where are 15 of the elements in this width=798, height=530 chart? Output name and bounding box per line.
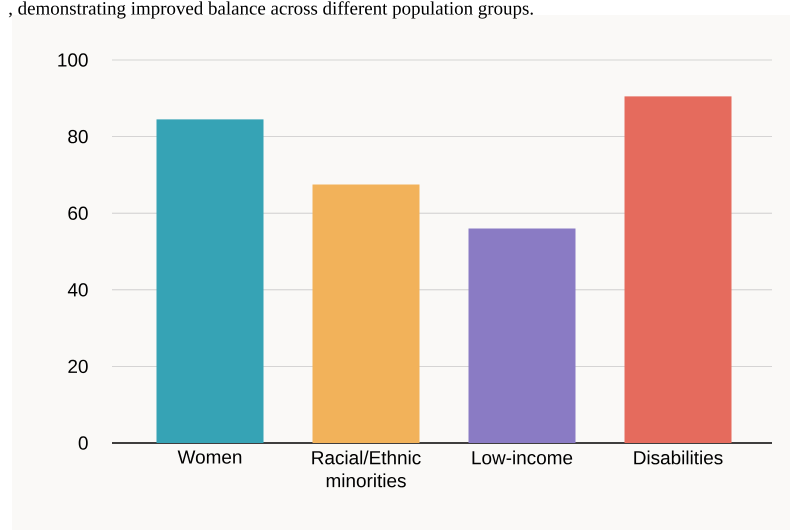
y-tick-label: 100 bbox=[58, 53, 88, 67]
bar bbox=[156, 119, 264, 443]
y-tick-label: 80 bbox=[68, 130, 88, 144]
x-tick-label: Women bbox=[178, 450, 242, 464]
x-tick-label: Racial/Ethnic minorities bbox=[312, 450, 421, 488]
y-tick-label: 60 bbox=[68, 206, 88, 220]
y-tick-label: 40 bbox=[68, 283, 88, 296]
y-tick-label: 20 bbox=[68, 360, 88, 374]
bar bbox=[312, 184, 420, 443]
x-tick-label: Low-income bbox=[472, 450, 572, 464]
x-tick-label: Disabilities bbox=[634, 450, 723, 464]
y-tick-label: 0 bbox=[78, 436, 88, 450]
bar bbox=[468, 228, 576, 443]
bar bbox=[624, 96, 732, 443]
text: , demonstrating improved balance across different population groups. bbox=[8, 1, 533, 19]
